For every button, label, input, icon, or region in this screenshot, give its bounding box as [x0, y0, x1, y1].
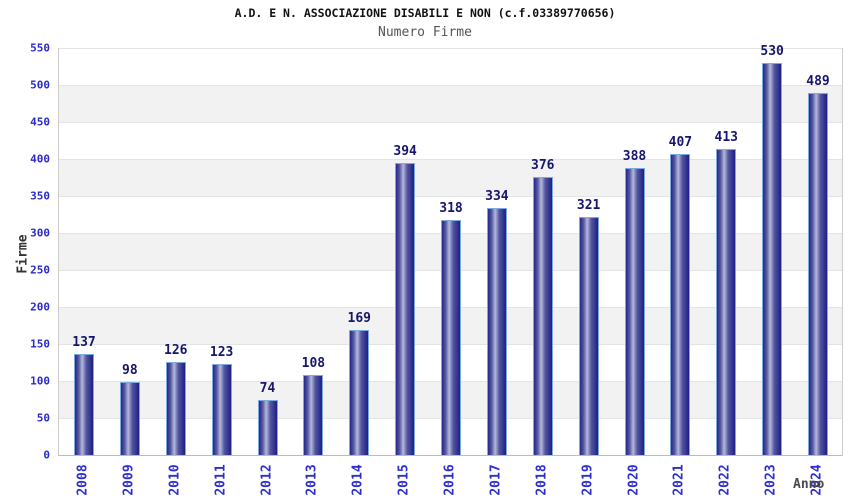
x-tick-label: 2020	[626, 464, 641, 496]
y-tick-label: 400	[30, 152, 50, 166]
bar-2020	[624, 168, 645, 455]
bar-value-label: 74	[259, 381, 276, 396]
x-tick-label: 2016	[442, 464, 458, 496]
bar-2023	[762, 63, 783, 455]
x-tick-label: 2022	[717, 464, 733, 496]
bar-2024	[808, 93, 828, 455]
y-tick-label: 100	[30, 374, 50, 388]
y-tick-label: 500	[30, 78, 50, 92]
bar-value-label: 388	[622, 149, 647, 164]
x-tick-label: 2015	[396, 464, 412, 496]
bar-value-label: 394	[393, 144, 417, 159]
x-tick-label: 2013	[304, 464, 320, 496]
bar-2014	[349, 330, 370, 455]
bar-value-label: 123	[209, 345, 234, 360]
y-tick-label: 0	[43, 448, 50, 462]
bar-2021	[670, 154, 691, 455]
bar-2022	[716, 149, 737, 455]
gridline	[59, 122, 842, 123]
y-tick-label: 350	[30, 189, 50, 203]
x-tick-label: 2017	[488, 464, 504, 496]
bar-value-label: 413	[714, 130, 738, 145]
bar-value-label: 407	[668, 135, 693, 150]
bar-2010	[165, 362, 186, 455]
plot-band	[59, 159, 842, 196]
bar-2016	[441, 220, 461, 455]
chart-title: A.D. E N. ASSOCIAZIONE DISABILI E NON (c…	[234, 6, 616, 20]
y-tick-label: 450	[30, 115, 50, 129]
bar-2008	[74, 354, 94, 455]
bar-value-label: 489	[806, 74, 830, 89]
bar-2017	[486, 208, 507, 455]
y-tick-label: 300	[30, 226, 50, 240]
x-tick-label: 2012	[259, 464, 274, 496]
gridline	[59, 85, 842, 86]
bar-2013	[303, 375, 324, 455]
chart-subtitle: Numero Firme	[378, 25, 472, 40]
x-tick-label: 2023	[763, 464, 779, 496]
bar-value-label: 318	[439, 201, 463, 216]
y-tick-label: 250	[30, 263, 50, 277]
bar-value-label: 108	[301, 356, 326, 371]
plot-area: 137 98 126 123 74 108 169 394 318 334 376 321 388 407…	[58, 44, 843, 456]
x-tick-label: 2021	[671, 464, 687, 496]
bar-value-label: 169	[347, 311, 371, 326]
bar-value-label: 321	[576, 198, 601, 213]
x-tick-label: 2009	[121, 464, 137, 496]
bar-value-label: 530	[760, 44, 784, 59]
bar-value-label: 334	[485, 189, 509, 204]
y-tick-label: 200	[30, 300, 50, 314]
y-tick-label: 150	[30, 337, 50, 351]
bar-value-label: 98	[122, 363, 138, 378]
y-tick-label: 50	[36, 411, 50, 425]
x-tick-label: 2011	[213, 464, 229, 496]
gridline	[59, 159, 842, 160]
bar-value-label: 376	[531, 158, 555, 173]
bar-2018	[532, 177, 553, 455]
x-tick-label: 2014	[350, 464, 366, 496]
x-tick-label: 2008	[75, 464, 91, 496]
bar-2015	[395, 163, 416, 455]
bar-2011	[211, 364, 232, 455]
y-tick-label: 550	[30, 41, 50, 55]
x-tick-label: 2019	[580, 464, 596, 496]
bar-2012	[257, 400, 278, 455]
x-tick-label: 2010	[167, 464, 183, 496]
gridline	[59, 48, 842, 49]
bar-value-label: 137	[72, 335, 96, 350]
bar-2019	[578, 217, 599, 455]
bar-value-label: 126	[164, 343, 188, 358]
x-tick-label: 2018	[534, 464, 550, 496]
gridline	[59, 196, 842, 197]
x-axis-title: Anno	[793, 477, 825, 492]
plot-band	[59, 85, 842, 122]
bar-2009	[119, 382, 140, 455]
